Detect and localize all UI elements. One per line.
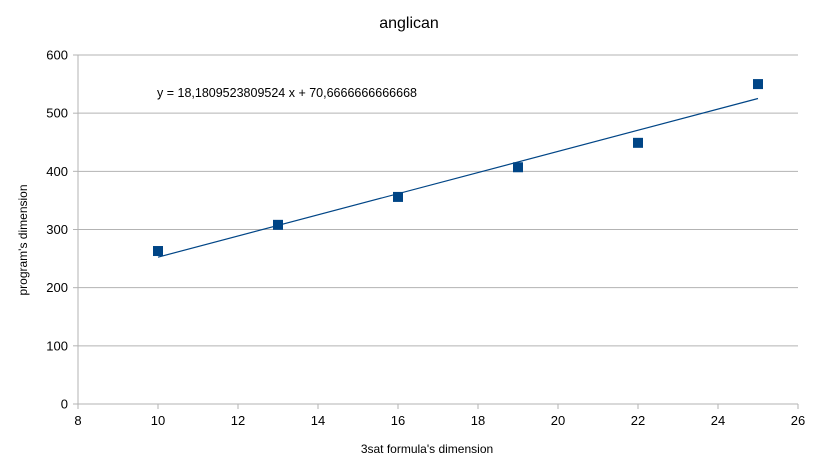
- axes: [73, 54, 799, 409]
- y-tick-label: 400: [46, 164, 68, 179]
- data-point: [153, 246, 163, 257]
- trendline: [157, 97, 759, 258]
- trendline-path: [157, 97, 759, 258]
- y-tick-label: 200: [46, 280, 68, 295]
- y-tick-label: 600: [46, 48, 68, 63]
- x-tick-label: 10: [151, 413, 165, 428]
- chart-title: anglican: [379, 15, 439, 32]
- data-points: [153, 79, 763, 257]
- x-tick-label: 20: [551, 413, 565, 428]
- data-point: [633, 137, 643, 148]
- y-tick-labels: 0 100 200 300 400 500 600: [46, 48, 68, 412]
- data-point: [273, 219, 283, 230]
- y-tick-label: 0: [61, 397, 68, 412]
- y-tick-label: 500: [46, 106, 68, 121]
- y-tick-label: 300: [46, 222, 68, 237]
- x-axis-label: 3sat formula's dimension: [361, 442, 493, 456]
- x-tick-label: 24: [711, 413, 725, 428]
- x-tick-label: 18: [471, 413, 485, 428]
- x-tick-labels: 8 10 12 14 16 18 20 22 24 26: [74, 413, 805, 428]
- trendline-equation: y = 18,1809523809524 x + 70,666666666666…: [157, 86, 417, 100]
- x-tick-label: 16: [391, 413, 405, 428]
- data-point: [393, 191, 403, 202]
- x-tick-label: 22: [631, 413, 645, 428]
- data-point: [513, 162, 523, 173]
- y-tick-label: 100: [46, 338, 68, 353]
- x-tick-label: 26: [791, 413, 805, 428]
- grid-lines: [78, 54, 798, 347]
- x-tick-label: 12: [231, 413, 245, 428]
- y-axis-label: program's dimension: [16, 184, 30, 295]
- x-tick-label: 8: [74, 413, 81, 428]
- x-tick-label: 14: [311, 413, 325, 428]
- data-point: [753, 79, 763, 90]
